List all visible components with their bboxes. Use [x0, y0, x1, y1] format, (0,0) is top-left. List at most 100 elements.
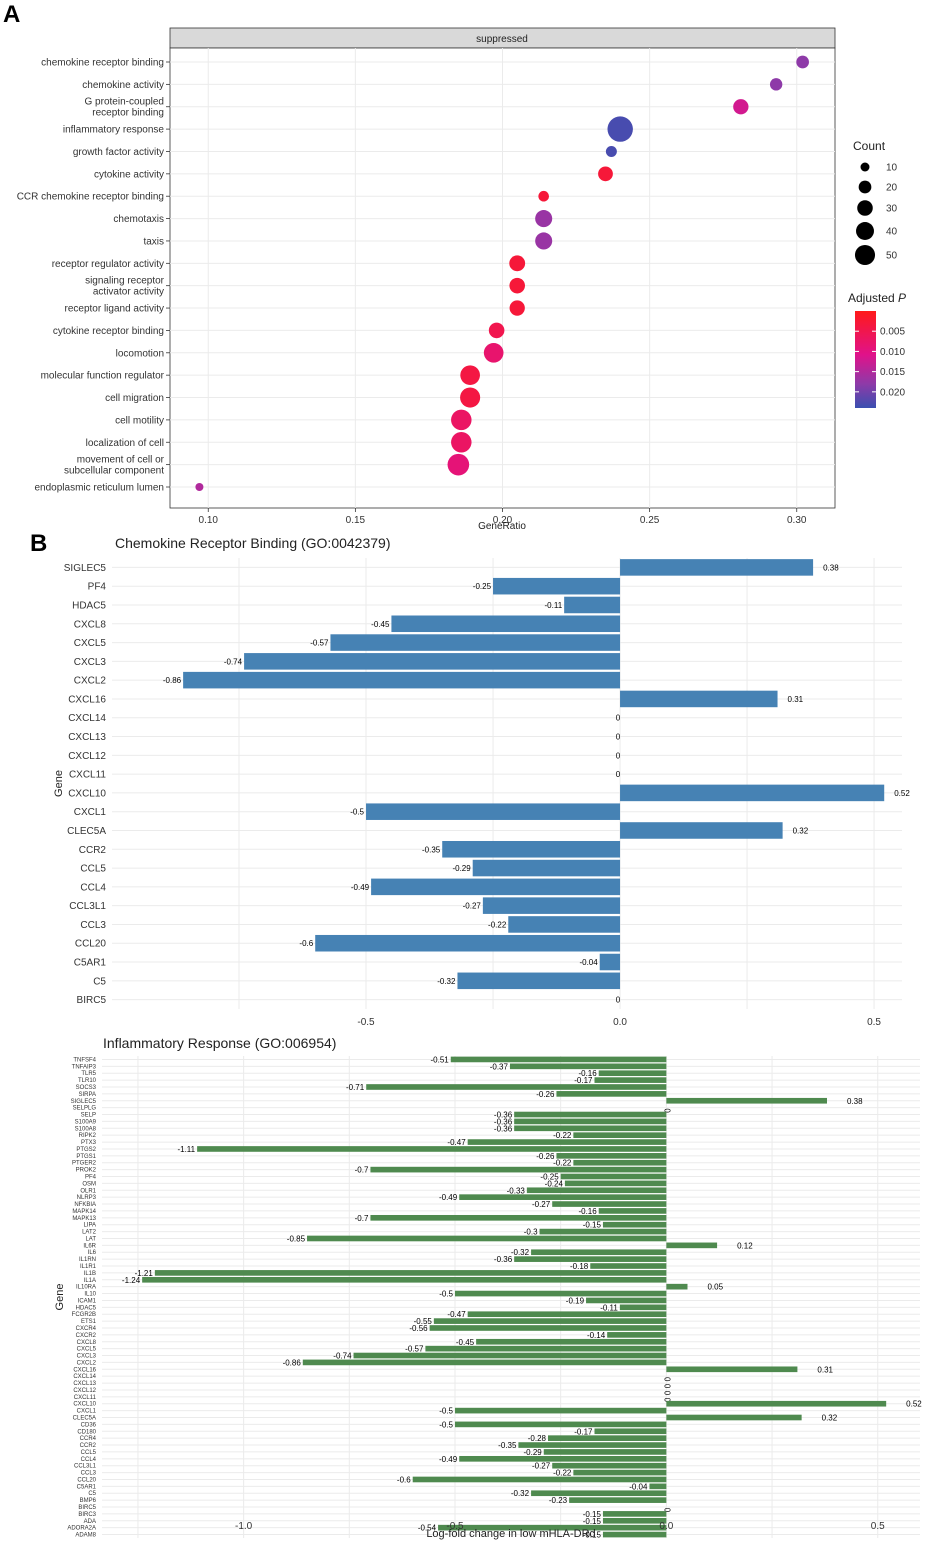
bar	[450, 1056, 667, 1063]
bar-value-label: 0	[616, 996, 621, 1005]
bar-value-label: -0.27	[532, 1462, 551, 1471]
bar-category-label: LAT2	[82, 1230, 97, 1236]
bar-category-label: CD180	[77, 1429, 96, 1435]
bar-value-label: -0.22	[553, 1469, 572, 1478]
dot-plot: suppressed chemokine receptor binding che…	[17, 27, 906, 532]
bar	[602, 1221, 667, 1228]
bar-value-label: 0	[662, 1384, 671, 1389]
bar-value-label: -0.6	[397, 1475, 411, 1484]
bar-category-label: ADA	[84, 1519, 96, 1525]
bar-value-label: -0.32	[511, 1248, 530, 1257]
bar-category-label: CXCL5	[74, 638, 107, 649]
bar	[454, 1407, 667, 1414]
bar-category-label: IL1R1	[80, 1264, 97, 1270]
inflammatory-chart-title: Inflammatory Response (GO:006954)	[103, 1035, 336, 1051]
bar	[556, 1153, 667, 1159]
bar-value-label: -0.55	[414, 1317, 433, 1326]
legend-count-dot	[858, 180, 872, 194]
legend-count-dot	[854, 244, 876, 266]
bar	[560, 1173, 667, 1180]
bar-value-label: -0.36	[494, 1117, 513, 1126]
bar	[590, 1263, 667, 1269]
bar-category-label: BIRC5	[77, 995, 107, 1006]
dot-point	[509, 277, 525, 294]
dot-term-label: cell motility	[115, 415, 164, 426]
bar-value-label: -0.74	[333, 1352, 352, 1361]
bar-category-label: HDAC5	[76, 1305, 97, 1311]
dot-point	[460, 365, 480, 385]
legend-count-label: 30	[886, 204, 898, 215]
bar-value-label: -0.18	[570, 1262, 589, 1271]
bar-category-label: CCL5	[81, 1450, 97, 1456]
dot-point	[535, 210, 553, 228]
bar	[366, 1084, 667, 1090]
legend-adjusted-title: Adjusted P	[848, 291, 906, 305]
bar-value-label: -0.85	[287, 1234, 306, 1243]
legend-count-title: Count	[853, 139, 886, 153]
bar-category-label: SELPLG	[73, 1106, 97, 1112]
bar	[666, 1400, 887, 1407]
bar-x-tick-label: -0.5	[446, 1521, 464, 1532]
bar-value-label: 0	[662, 1508, 671, 1513]
bar-value-label: -1.11	[177, 1145, 195, 1154]
bar-value-label: 0.12	[737, 1241, 753, 1250]
bar-category-label: SOCS3	[76, 1085, 97, 1091]
bar-value-label: 0.38	[847, 1097, 863, 1106]
bar-value-label: -0.54	[418, 1524, 437, 1533]
bar	[564, 596, 621, 614]
bar-category-label: MAPK13	[72, 1216, 96, 1222]
bar-category-label: CXCL16	[68, 694, 106, 705]
bar	[307, 1235, 667, 1242]
bar	[531, 1490, 667, 1497]
bar	[594, 1428, 667, 1435]
bar-value-label: -0.26	[536, 1152, 555, 1161]
dot-x-axis-title: GeneRatio	[478, 521, 526, 532]
bar-category-label: TLR10	[78, 1078, 97, 1084]
bar-value-label: -0.22	[553, 1131, 572, 1140]
dot-term-label: growth factor activity	[73, 147, 164, 158]
bar-category-label: CCL3	[80, 920, 106, 931]
bar-category-label: C5AR1	[77, 1484, 97, 1490]
bar	[620, 559, 814, 576]
bar-y-axis-title: Gene	[53, 770, 65, 797]
bar	[433, 1318, 667, 1324]
bar-value-label: 0.31	[788, 695, 804, 704]
bar-x-tick-label: 0.0	[659, 1521, 673, 1532]
dot-x-tick-label: 0.30	[787, 515, 807, 526]
bar-value-label: -0.49	[351, 883, 370, 892]
legend-count-dot	[856, 222, 874, 240]
bar	[598, 1070, 667, 1077]
bar-value-label: -0.29	[452, 864, 471, 873]
bar-value-label: 0	[616, 770, 621, 779]
bar	[619, 1304, 667, 1311]
bar-value-label: -0.51	[431, 1055, 450, 1064]
bar-category-label: CCL3L1	[69, 901, 106, 912]
bar-value-label: -0.49	[439, 1455, 458, 1464]
bar	[518, 1442, 667, 1448]
bar-value-label: -0.11	[545, 601, 563, 610]
bar-value-label: -0.14	[587, 1331, 606, 1340]
bar-value-label: 0	[662, 1391, 671, 1396]
bar-value-label: -0.16	[578, 1207, 597, 1216]
dot-point	[796, 55, 809, 69]
dot-point	[509, 300, 525, 316]
dot-term-label: molecular function regulator	[41, 371, 165, 382]
bar-category-label: CCL20	[75, 939, 107, 950]
dot-term-label: chemokine receptor binding	[41, 58, 164, 69]
bar-category-label: BIRC5	[78, 1505, 96, 1511]
bar-value-label: -0.5	[350, 808, 364, 817]
bar	[649, 1483, 667, 1490]
bar	[666, 1414, 802, 1421]
bar-value-label: -0.86	[163, 676, 182, 685]
bar-category-label: CCL3	[81, 1471, 97, 1477]
bar-value-label: -0.74	[224, 657, 243, 666]
bar	[598, 1208, 667, 1214]
bar-category-label: BIRC3	[78, 1512, 96, 1518]
bar-category-label: ICAM1	[78, 1298, 97, 1304]
bar	[620, 784, 885, 802]
bar-value-label: 0	[662, 1377, 671, 1382]
bar	[370, 1166, 667, 1173]
bar-category-label: CXCL13	[73, 1381, 96, 1387]
bar-value-label: -0.19	[566, 1296, 585, 1305]
bar	[552, 1462, 667, 1469]
